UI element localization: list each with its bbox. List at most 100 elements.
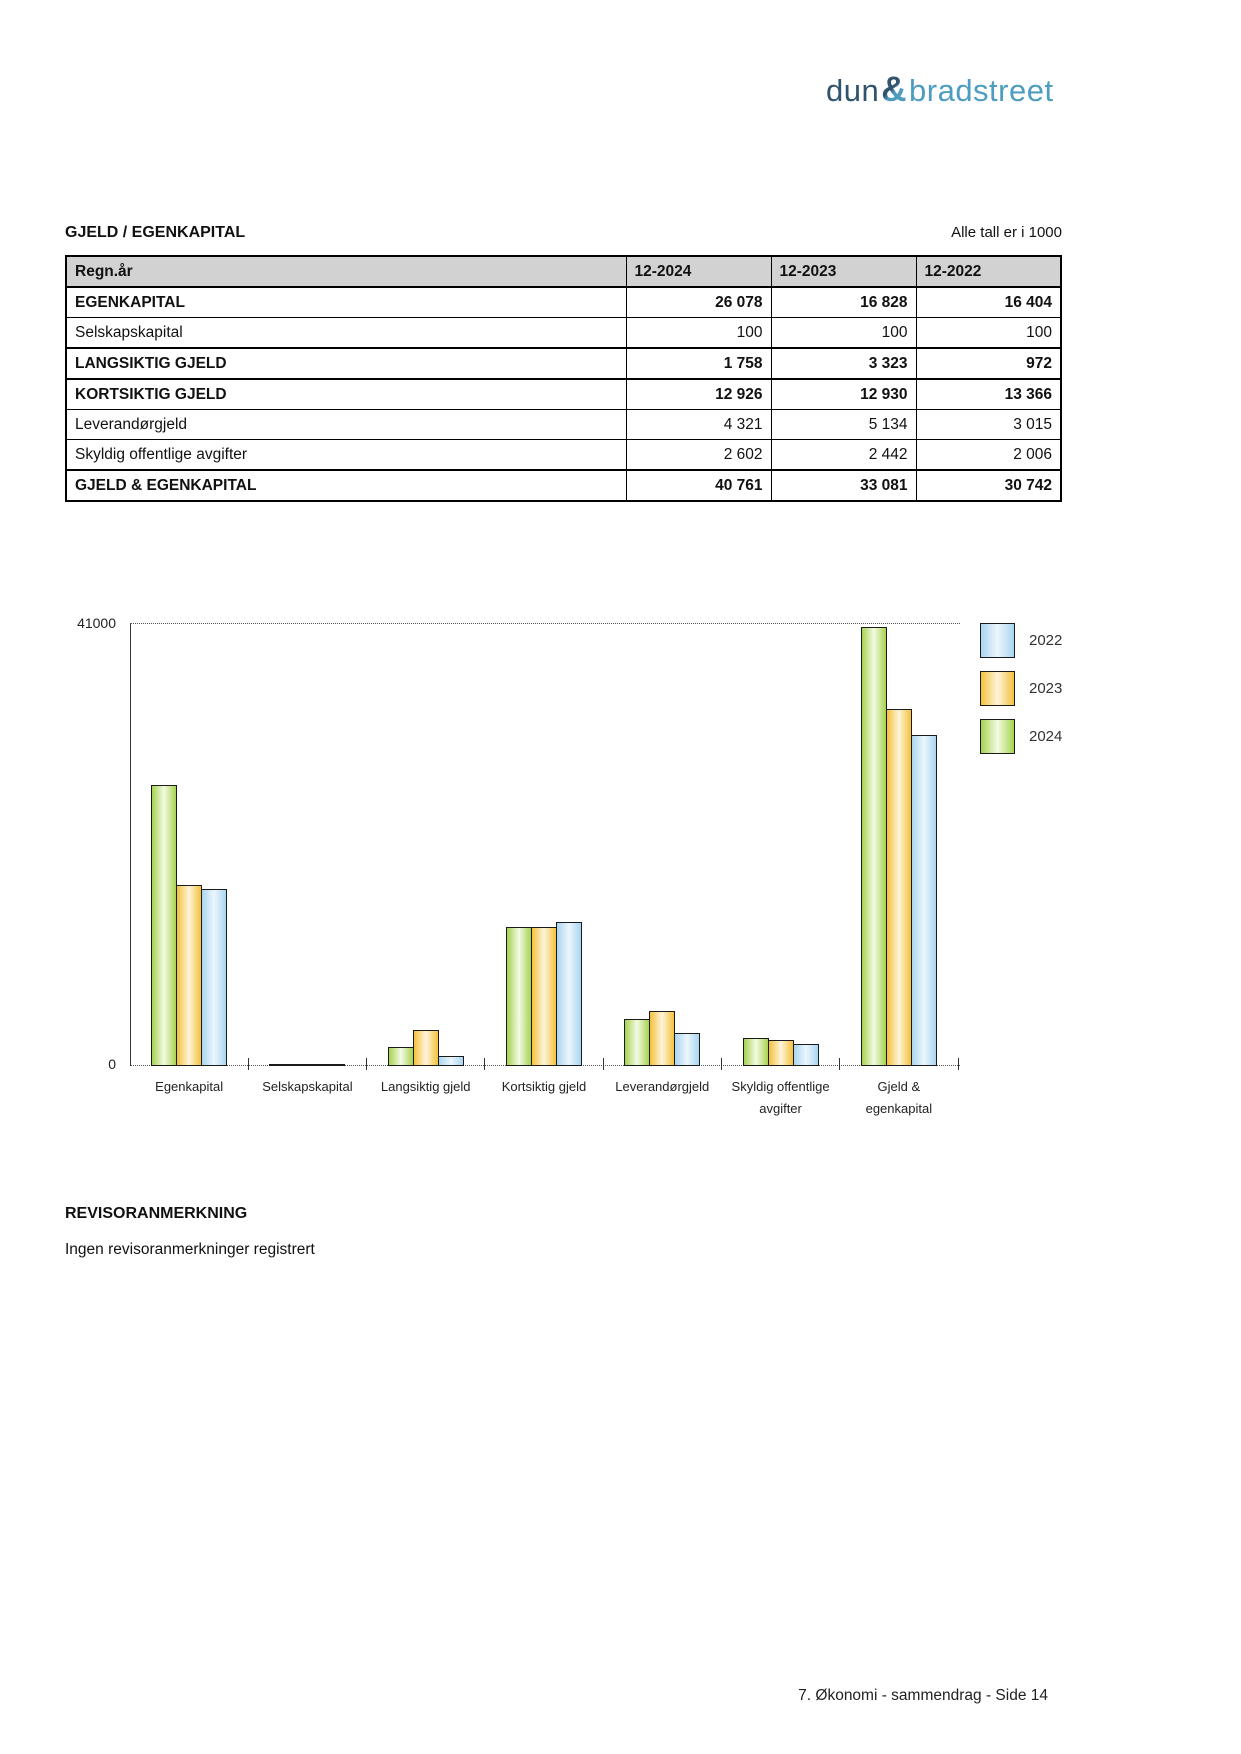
category-label-line: Langsiktig gjeld [380,1079,471,1094]
value-cell: 16 828 [770,286,917,318]
category-label-line: Kortsiktig gjeld [501,1079,587,1094]
bar-group-6 [721,624,839,1066]
axis-tick [247,1058,249,1070]
table-row: Skyldig offentlige avgifter 2 602 2 442 2 0… [65,439,1062,471]
value-cell: 12 930 [770,378,917,410]
value-cell: 3 323 [770,347,917,380]
value-cell: 2 006 [915,439,1062,471]
axis-tick [720,1058,722,1070]
balance-table: Regn.år 12-2024 12-2023 12-2022 EGENKAPITAL 2… [65,255,1062,502]
bar-2023 [649,1011,676,1066]
bar-2022 [201,889,228,1066]
bar-2022 [319,1064,346,1066]
row-label-cell: Selskapskapital [65,317,627,349]
category-label-line: Egenkapital [155,1079,224,1094]
section-header: GJELD / EGENKAPITAL Alle tall er i 1000 [65,224,1062,242]
bar-group-7 [840,624,958,1066]
bar-2023 [530,927,557,1066]
category-label: Langsiktig gjeld [367,1076,485,1098]
bar-chart-plot: Egenkapital Selskapskapital Langsiktig gje… [130,624,959,1116]
category-label: Selskapskapital [248,1076,366,1098]
value-cell: 100 [625,317,772,349]
column-header: 12-2022 [915,255,1062,288]
category-label-line: avgifter [759,1101,802,1116]
row-label-cell: LANGSIKTIG GJELD [65,347,627,380]
value-cell: 5 134 [770,409,917,440]
bar-2023 [176,885,203,1066]
category-label-line: egenkapital [865,1101,933,1116]
legend-item-2024: 2024 [980,719,1062,754]
value-cell: 1 758 [625,347,772,380]
legend-item-2022: 2022 [980,623,1062,658]
category-label-line: Leverandørgjeld [615,1079,710,1094]
chart-legend: 2022 2023 2024 [980,623,1062,767]
category-label: Gjeld & egenkapital [840,1076,958,1120]
bar-2022 [674,1033,701,1066]
row-label-cell: EGENKAPITAL [65,286,627,318]
auditor-remarks-text: Ingen revisoranmerkninger registrert [65,1241,315,1258]
logo-text-dun: dun [826,73,880,108]
value-cell: 3 015 [915,409,1062,440]
row-label-cell: GJELD & EGENKAPITAL [65,469,627,502]
y-axis-line [130,624,131,1066]
logo-text-bradstreet: bradstreet [909,73,1054,108]
bar-2024 [151,785,178,1066]
ampersand-icon: & [881,70,908,109]
legend-swatch-2024 [980,719,1015,754]
category-label: Skyldig offentlige avgifter [721,1076,839,1120]
value-cell: 4 321 [625,409,772,440]
bar-2023 [294,1064,321,1066]
table-row: EGENKAPITAL 26 078 16 828 16 404 [65,286,1062,318]
gridline-top [130,623,960,624]
bar-2022 [555,922,582,1066]
bar-group-3 [367,624,485,1066]
section-title: GJELD / EGENKAPITAL [65,224,246,241]
bar-2024 [624,1019,651,1066]
value-cell: 13 366 [915,378,1062,410]
legend-label: 2024 [1029,728,1063,745]
bar-2024 [387,1047,414,1066]
bar-group-2 [248,624,366,1066]
table-row: GJELD & EGENKAPITAL 40 761 33 081 30 742 [65,469,1062,502]
row-label-cell: KORTSIKTIG GJELD [65,378,627,410]
table-row: KORTSIKTIG GJELD 12 926 12 930 13 366 [65,378,1062,410]
bar-2024 [860,627,887,1066]
value-cell: 26 078 [625,286,772,318]
unit-note: Alle tall er i 1000 [951,224,1062,241]
axis-tick [602,1058,604,1070]
table-row: LANGSIKTIG GJELD 1 758 3 323 972 [65,347,1062,380]
bar-2023 [885,709,912,1066]
bar-2024 [742,1038,769,1066]
column-header: Regn.år [65,255,627,288]
category-label: Kortsiktig gjeld [485,1076,603,1098]
axis-tick [484,1058,486,1070]
table-row: Leverandørgjeld 4 321 5 134 3 015 [65,409,1062,440]
value-cell: 2 602 [625,439,772,471]
row-label-cell: Skyldig offentlige avgifter [65,439,627,471]
axis-tick [839,1058,841,1070]
category-label-line: Gjeld & [877,1079,921,1094]
value-cell: 33 081 [770,469,917,502]
category-label: Egenkapital [130,1076,248,1098]
value-cell: 100 [770,317,917,349]
category-label-line: Skyldig offentlige [731,1079,830,1094]
bar-2023 [412,1030,439,1066]
value-cell: 100 [915,317,1062,349]
value-cell: 40 761 [625,469,772,502]
legend-item-2023: 2023 [980,671,1062,706]
row-label-cell: Leverandørgjeld [65,409,627,440]
value-cell: 972 [915,347,1062,380]
bar-2022 [437,1056,464,1066]
y-axis-min-label: 0 [108,1056,116,1072]
legend-label: 2022 [1029,632,1063,649]
bar-group-1 [130,624,248,1066]
column-header: 12-2023 [770,255,917,288]
auditor-remarks-heading: REVISORANMERKNING [65,1205,248,1222]
value-cell: 2 442 [770,439,917,471]
bar-2022 [910,735,937,1066]
bar-2023 [767,1040,794,1066]
y-axis-max-label: 41000 [77,615,116,631]
legend-label: 2023 [1029,680,1063,697]
bar-2024 [269,1064,296,1066]
